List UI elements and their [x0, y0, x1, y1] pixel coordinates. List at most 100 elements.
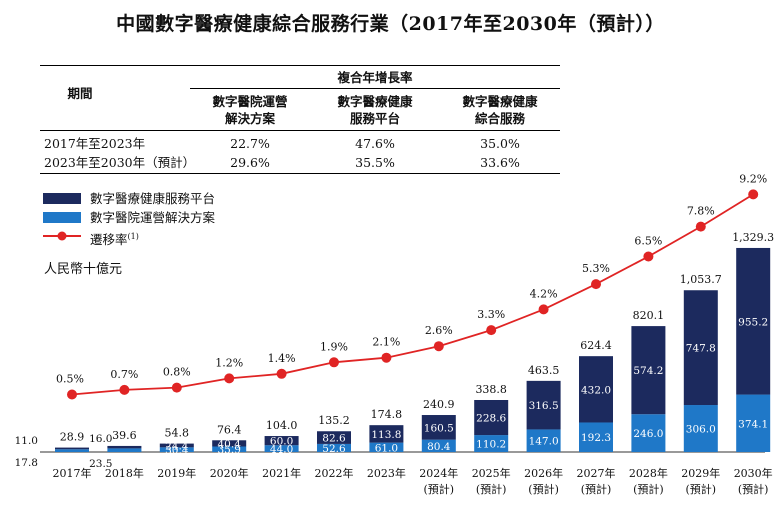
migration-rate-point [329, 357, 339, 368]
bar-hospital [683, 405, 718, 452]
bar-platform [683, 290, 718, 406]
data-label-hospital: 52.6 [322, 443, 346, 455]
data-label-platform: 24.4 [165, 440, 189, 452]
table-bottom-rule [40, 173, 560, 174]
table-top-rule [40, 65, 560, 66]
legend-rate-swatch [43, 231, 81, 241]
bar-hospital [631, 414, 666, 452]
data-label-platform: 432.0 [581, 384, 611, 396]
migration-rate-label: 0.5% [56, 373, 84, 386]
bar-hospital [317, 443, 351, 452]
data-label-hospital: 374.1 [738, 418, 768, 430]
data-label-hospital: 110.2 [476, 439, 506, 451]
x-tick-label: 2021年 [262, 466, 301, 480]
cagr-rule [190, 88, 560, 89]
x-tick-label: 2020年 [210, 466, 249, 480]
migration-rate-label: 5.3% [582, 262, 610, 275]
migration-rate-label: 2.6% [425, 324, 453, 337]
bar-platform [55, 447, 89, 450]
x-tick-label: 2030年 [734, 466, 773, 480]
x-tick-sublabel: (預計) [686, 482, 717, 496]
bar-hospital [369, 442, 404, 452]
bar-platform [212, 440, 247, 447]
migration-rate-label: 0.8% [163, 366, 191, 379]
col1-line2: 解決方案 [224, 111, 275, 126]
data-label-hospital: 306.0 [686, 424, 716, 436]
migration-rate-label: 3.3% [477, 308, 505, 321]
bar-hospital [736, 394, 771, 452]
legend-rate-text: 遷移率 [90, 232, 128, 248]
migration-rate-label: 6.5% [634, 235, 662, 248]
bar-hospital [579, 422, 613, 452]
col3-line1: 數字醫療健康 [462, 94, 538, 109]
migration-rate-point [67, 389, 77, 400]
data-label-platform: 316.5 [529, 400, 559, 412]
x-tick-sublabel: (預計) [528, 482, 559, 496]
migration-rate-point [171, 382, 182, 393]
row1-v3: 35.0% [480, 136, 520, 151]
legend-hospital-label: 數字醫院運營解決方案 [90, 210, 216, 225]
bar-hospital [421, 439, 456, 452]
x-tick-label: 2025年 [472, 466, 511, 480]
period-header: 期間 [67, 86, 93, 101]
x-tick-label: 2026年 [524, 466, 563, 480]
bar-platform [159, 443, 194, 448]
bar-platform [369, 425, 404, 443]
data-label-hospital: 17.8 [15, 457, 38, 469]
bar-hospital [474, 435, 509, 452]
bar-platform [474, 399, 509, 436]
data-label-hospital: 44.0 [270, 444, 293, 456]
data-label-hospital: 23.5 [89, 458, 112, 470]
data-label-total: 104.0 [266, 419, 298, 432]
migration-rate-label: 9.2% [739, 172, 767, 185]
data-label-total: 1,053.7 [680, 273, 722, 286]
migration-rate-label: 2.1% [372, 336, 400, 349]
migration-rate-point [486, 325, 497, 336]
data-label-total: 463.5 [528, 364, 560, 377]
migration-rate-label: 1.9% [320, 340, 348, 353]
data-label-total: 1,329.3 [732, 231, 774, 244]
migration-rate-point [224, 373, 235, 384]
data-label-total: 820.1 [633, 309, 665, 322]
data-label-hospital: 192.3 [581, 432, 611, 444]
migration-rate-label: 7.8% [687, 205, 715, 218]
migration-rate-point [643, 251, 654, 262]
data-label-total: 135.2 [318, 414, 350, 427]
data-label-total: 39.6 [112, 429, 137, 442]
bar-platform [107, 445, 142, 449]
row2-period: 2023年至2030年（預計） [44, 155, 196, 170]
x-tick-label: 2027年 [577, 466, 616, 480]
x-tick-label: 2022年 [315, 466, 354, 480]
data-label-platform: 60.0 [270, 436, 293, 448]
data-label-platform: 16.0 [89, 433, 112, 445]
row2-v1: 29.6% [230, 155, 270, 170]
x-tick-label: 2028年 [629, 466, 668, 480]
x-tick-label: 2024年 [419, 466, 458, 480]
col1-line1: 數字醫院運營 [212, 94, 288, 109]
x-tick-sublabel: (預計) [738, 482, 769, 496]
migration-rate-point [695, 221, 706, 232]
data-label-total: 240.9 [423, 398, 455, 411]
data-label-platform: 11.0 [15, 435, 38, 447]
data-label-platform: 747.8 [686, 343, 716, 355]
data-label-hospital: 30.4 [165, 445, 189, 457]
migration-rate-label: 1.2% [215, 356, 243, 369]
x-tick-sublabel: (預計) [633, 482, 664, 496]
data-label-platform: 82.6 [322, 433, 346, 445]
data-label-total: 54.8 [165, 427, 190, 440]
migration-rate-label: 1.4% [268, 352, 296, 365]
data-label-total: 28.9 [60, 431, 85, 444]
x-tick-sublabel: (預計) [424, 482, 455, 496]
x-tick-sublabel: (預計) [476, 482, 507, 496]
row1-period: 2017年至2023年 [44, 136, 146, 151]
data-label-total: 174.8 [371, 408, 403, 421]
x-tick-label: 2029年 [681, 466, 720, 480]
row1-v2: 47.6% [355, 136, 395, 151]
migration-rate-label: 0.7% [110, 368, 138, 381]
bar-platform [631, 326, 666, 415]
migration-rate-point [276, 368, 287, 379]
bar-hospital [264, 445, 299, 452]
x-tick-label: 2019年 [157, 466, 196, 480]
data-label-hospital: 61.0 [375, 442, 398, 454]
